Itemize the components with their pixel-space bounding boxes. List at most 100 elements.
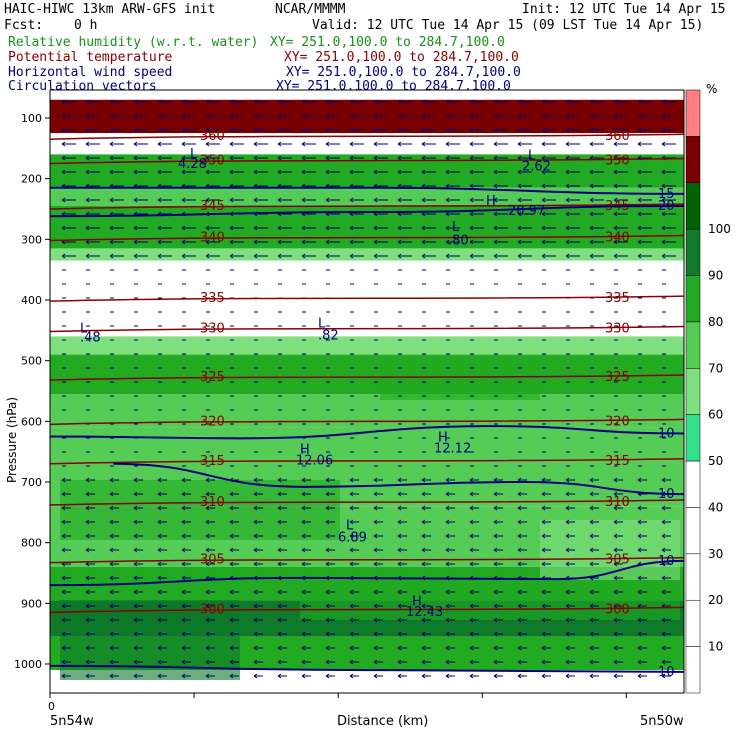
org-label: NCAR/MMMM xyxy=(275,2,346,17)
x-right-label: 5n50w xyxy=(640,714,684,729)
circulation-vector xyxy=(61,547,71,553)
circulation-vector xyxy=(397,225,412,231)
circulation-vector xyxy=(181,673,191,679)
circulation-vector xyxy=(133,603,143,609)
circulation-vector xyxy=(133,127,148,133)
y-tick-label: 300 xyxy=(21,233,42,246)
circulation-vector xyxy=(85,477,95,483)
circulation-vector xyxy=(397,519,407,525)
circulation-vector xyxy=(565,225,580,231)
colorbar-swatch xyxy=(685,275,701,323)
circulation-vector xyxy=(397,239,412,245)
rh-patch xyxy=(300,580,680,620)
colorbar-swatch xyxy=(685,460,701,508)
circulation-vector xyxy=(205,141,220,147)
circulation-vector xyxy=(373,617,383,623)
circulation-vector xyxy=(373,99,388,105)
circulation-vector xyxy=(637,169,652,175)
circulation-vector xyxy=(541,673,551,679)
circulation-vector xyxy=(661,505,671,511)
circulation-vector xyxy=(445,197,460,203)
circulation-vector xyxy=(349,477,359,483)
circulation-vector xyxy=(373,197,388,203)
extremum-label: H xyxy=(300,443,310,458)
circulation-vector xyxy=(541,603,551,609)
circulation-vector xyxy=(61,477,71,483)
circulation-vector xyxy=(493,547,503,553)
circulation-vector xyxy=(421,253,436,259)
circulation-vector xyxy=(205,477,215,483)
circulation-vector xyxy=(661,673,671,679)
circulation-vector xyxy=(565,253,580,259)
circulation-vector xyxy=(277,169,292,175)
circulation-vector xyxy=(349,99,364,105)
circulation-vector xyxy=(637,659,647,665)
circulation-vector xyxy=(133,477,143,483)
circulation-vector xyxy=(541,547,551,553)
circulation-vector xyxy=(613,547,623,553)
y-tick-label: 800 xyxy=(21,537,42,550)
circulation-vector xyxy=(637,225,652,231)
circulation-vector xyxy=(637,253,652,259)
circulation-vector xyxy=(373,659,383,665)
circulation-vector xyxy=(373,631,383,637)
circulation-vector xyxy=(301,155,316,161)
circulation-vector xyxy=(373,253,388,259)
circulation-vector xyxy=(589,197,604,203)
circulation-vector xyxy=(493,561,503,567)
circulation-vector xyxy=(349,603,359,609)
circulation-vector xyxy=(469,113,484,119)
circulation-vector xyxy=(613,113,628,119)
circulation-vector xyxy=(541,505,551,511)
circulation-vector xyxy=(349,491,359,497)
y-tick-label: 600 xyxy=(21,415,42,428)
circulation-vector xyxy=(205,169,220,175)
circulation-vector xyxy=(445,631,455,637)
model-title: HAIC-HIWC 13km ARW-GFS init xyxy=(4,2,216,17)
circulation-vector xyxy=(157,575,167,581)
circulation-vector xyxy=(157,659,167,665)
circulation-vector xyxy=(325,519,335,525)
wind-label: 10 xyxy=(658,554,675,569)
theta-label: 305 xyxy=(200,553,225,568)
circulation-vector xyxy=(637,533,647,539)
y-axis-label: Pressure (hPa) xyxy=(5,397,19,483)
circulation-vector xyxy=(325,253,340,259)
circulation-vector xyxy=(541,589,551,595)
wind-label: 15 xyxy=(658,187,675,202)
circulation-vector xyxy=(421,505,431,511)
circulation-vector xyxy=(109,477,119,483)
circulation-vector xyxy=(397,631,407,637)
extremum-label: 2.62 xyxy=(522,159,551,174)
circulation-vector xyxy=(301,659,311,665)
circulation-vector xyxy=(109,547,119,553)
circulation-vector xyxy=(229,127,244,133)
circulation-vector xyxy=(589,673,599,679)
circulation-vector xyxy=(349,617,359,623)
extremum-label: H xyxy=(486,194,496,209)
circulation-vector xyxy=(301,673,311,679)
circulation-vector xyxy=(205,99,220,105)
circulation-vector xyxy=(565,603,575,609)
circulation-vector xyxy=(85,645,95,651)
circulation-vector xyxy=(517,141,532,147)
circulation-vector xyxy=(277,113,292,119)
circulation-vector xyxy=(541,617,551,623)
theta-label: 335 xyxy=(200,291,225,306)
x-tick-label: 0 xyxy=(48,700,55,713)
circulation-vector xyxy=(253,645,263,651)
circulation-vector xyxy=(589,547,599,553)
field-vectors-name: Circulation vectors xyxy=(8,80,157,90)
circulation-vector xyxy=(469,505,479,511)
circulation-vector xyxy=(85,533,95,539)
circulation-vector xyxy=(541,561,551,567)
circulation-vector xyxy=(157,561,167,567)
circulation-vector xyxy=(277,477,287,483)
circulation-vector xyxy=(469,589,479,595)
circulation-vector xyxy=(469,253,484,259)
circulation-vector xyxy=(85,547,95,553)
field-theta-name: Potential temperature xyxy=(8,50,173,65)
circulation-vector xyxy=(229,561,239,567)
circulation-vector xyxy=(373,505,383,511)
